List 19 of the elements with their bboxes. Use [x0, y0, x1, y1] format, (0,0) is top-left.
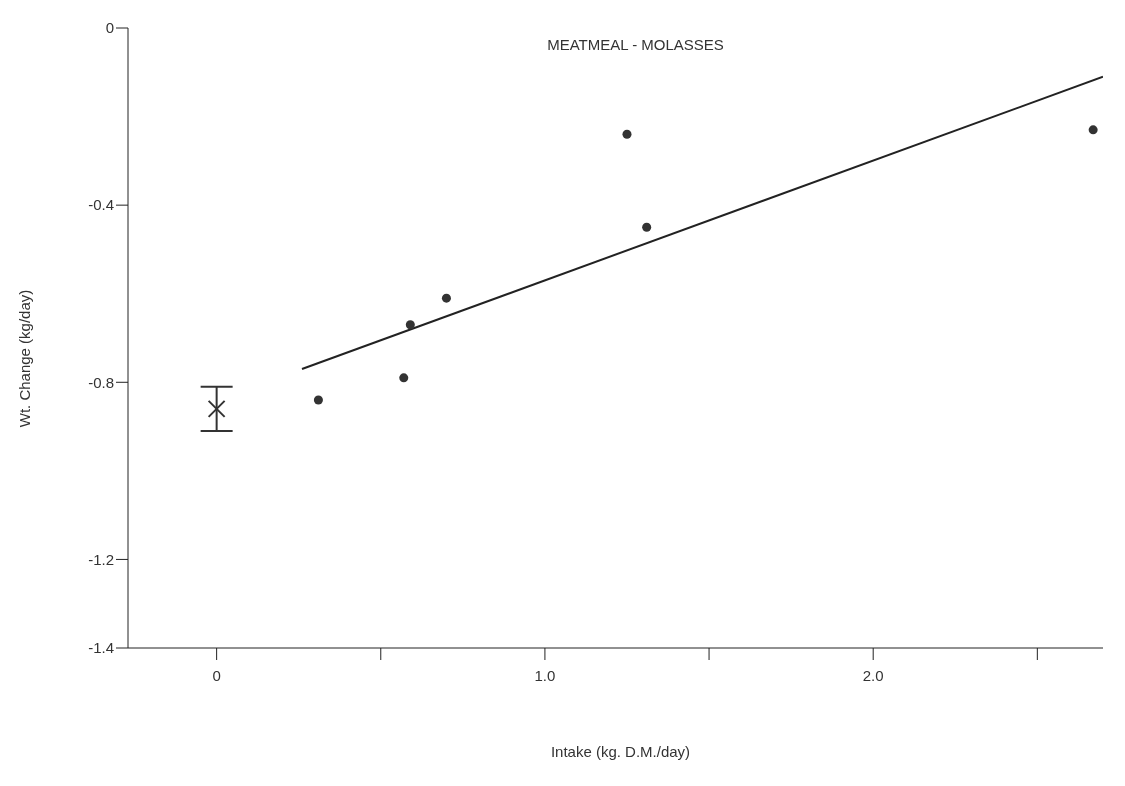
x-tick-label: 2.0: [862, 666, 884, 684]
x-tick-label: 0: [212, 666, 221, 684]
y-tick-label: 0: [105, 19, 114, 37]
point: [1088, 125, 1098, 135]
x-tick-label: 1.0: [534, 666, 556, 684]
point: [399, 373, 409, 383]
y-tick-label: -1.4: [88, 639, 114, 657]
point: [207, 399, 226, 418]
y-tick-label: -0.8: [88, 373, 114, 391]
y-tick-label: -1.2: [88, 550, 114, 568]
point: [313, 395, 323, 405]
x-axis-title: Intake (kg. D.M./day): [550, 743, 691, 760]
y-tick-label: -0.4: [88, 196, 114, 214]
point: [642, 222, 652, 232]
y-axis-title: Wt. Change (kg/day): [16, 289, 34, 427]
text: MEATMEAL - MOLASSES: [547, 36, 724, 53]
point: [441, 293, 451, 303]
point: [622, 129, 632, 139]
point: [405, 320, 415, 330]
